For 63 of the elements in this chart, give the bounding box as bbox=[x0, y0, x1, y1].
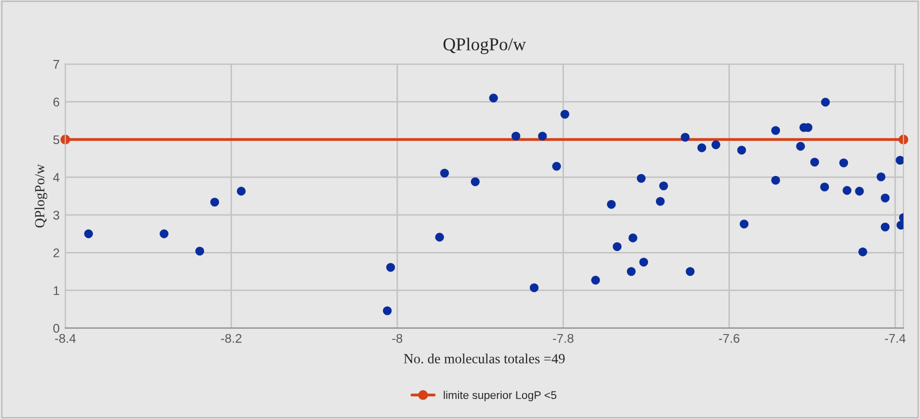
point bbox=[712, 140, 720, 150]
point bbox=[839, 158, 848, 168]
point bbox=[880, 222, 890, 232]
point bbox=[771, 176, 780, 185]
point bbox=[855, 186, 864, 196]
x-tick-label: -8 bbox=[392, 334, 402, 343]
point bbox=[552, 162, 561, 171]
point bbox=[697, 143, 706, 152]
x-axis-title: No. de moleculas totales =49 bbox=[404, 354, 565, 364]
point bbox=[656, 196, 665, 206]
point bbox=[612, 242, 622, 252]
point bbox=[386, 262, 395, 272]
point bbox=[160, 229, 168, 238]
point bbox=[639, 258, 648, 266]
point bbox=[538, 132, 547, 141]
y-tick-label: 5 bbox=[53, 135, 60, 144]
point bbox=[626, 267, 636, 276]
x-tick-label: -7.6 bbox=[718, 334, 740, 343]
y-tick-label: 2 bbox=[53, 248, 60, 258]
point bbox=[842, 186, 852, 195]
point bbox=[470, 177, 480, 186]
point bbox=[440, 168, 449, 178]
x-tick-label: -7.8 bbox=[553, 334, 574, 343]
point bbox=[636, 174, 646, 183]
point bbox=[820, 182, 829, 192]
y-tick-label: 4 bbox=[53, 173, 60, 182]
point bbox=[489, 94, 498, 102]
y-tick-label: 0 bbox=[53, 324, 60, 333]
point bbox=[796, 142, 805, 151]
point bbox=[680, 132, 690, 142]
point bbox=[810, 158, 820, 167]
point bbox=[435, 232, 444, 242]
point bbox=[858, 248, 868, 256]
point bbox=[896, 156, 904, 165]
y-tick-label: 6 bbox=[53, 98, 60, 106]
point bbox=[195, 246, 204, 256]
point bbox=[876, 172, 886, 182]
point bbox=[591, 276, 600, 285]
point bbox=[628, 234, 638, 242]
point bbox=[606, 200, 616, 209]
point bbox=[530, 283, 539, 292]
x-tick-label: -8.2 bbox=[221, 334, 242, 343]
point bbox=[737, 146, 746, 154]
y-tick-label: 7 bbox=[53, 60, 60, 69]
point bbox=[740, 220, 749, 228]
x-tick-label: -7.4 bbox=[884, 334, 906, 343]
point bbox=[236, 186, 246, 196]
point bbox=[84, 229, 93, 238]
y-tick-label: 3 bbox=[53, 210, 60, 220]
x-tick-label: -8.4 bbox=[55, 334, 76, 343]
legend-label: limite superior LogP <5 bbox=[444, 390, 556, 402]
point bbox=[560, 110, 570, 119]
y-axis-title: QPlogPo/w bbox=[34, 164, 48, 228]
chart-title: QPlogPo/w bbox=[443, 38, 526, 54]
point bbox=[880, 194, 890, 202]
point bbox=[821, 98, 830, 107]
point bbox=[512, 132, 520, 141]
point bbox=[659, 182, 668, 190]
point bbox=[382, 306, 392, 316]
point bbox=[771, 126, 780, 135]
point bbox=[210, 198, 220, 207]
y-tick-label: 1 bbox=[54, 286, 60, 295]
point bbox=[686, 267, 695, 276]
